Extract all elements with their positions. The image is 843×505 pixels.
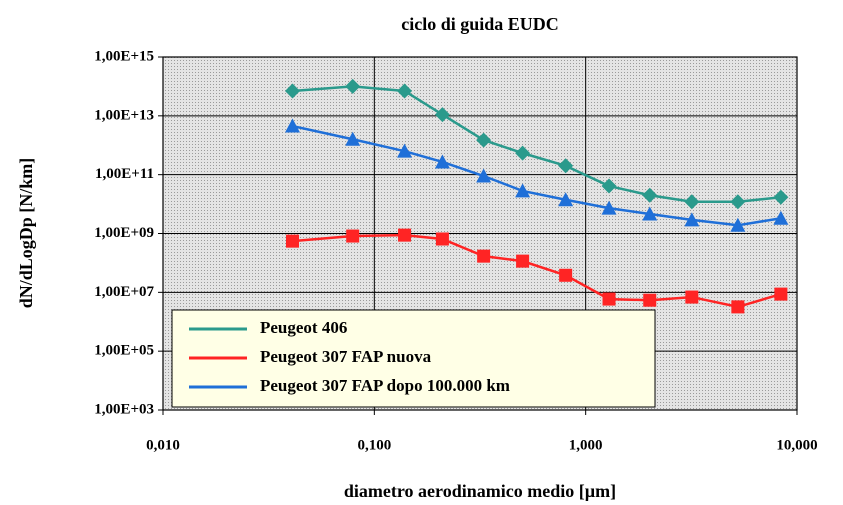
y-tick-label: 1,00E+13 [94, 107, 154, 123]
marker [558, 192, 574, 207]
marker [286, 234, 300, 248]
series-line [292, 124, 782, 227]
y-tick-label: 1,00E+03 [94, 401, 154, 417]
marker [642, 187, 658, 203]
marker [684, 212, 700, 227]
plot-border [162, 56, 798, 411]
y-tick-label: 1,00E+09 [94, 225, 154, 241]
marker [642, 206, 658, 221]
x-tick-label: 0,100 [357, 437, 391, 453]
x-tick-label: 0,010 [146, 437, 180, 453]
y-tick-label: 1,00E+05 [94, 343, 154, 359]
marker [684, 194, 700, 210]
marker [435, 232, 449, 246]
marker [346, 229, 360, 243]
marker [515, 145, 531, 161]
marker [515, 183, 531, 198]
y-axis-label: dN/dLogDp [N/km] [16, 158, 36, 309]
marker [559, 268, 573, 282]
marker [773, 210, 789, 225]
marker [285, 118, 301, 133]
marker [773, 189, 789, 205]
marker [285, 83, 301, 99]
marker [397, 83, 413, 99]
marker [730, 217, 746, 232]
legend-label: Peugeot 307 FAP nuova [260, 347, 432, 366]
marker [434, 107, 450, 123]
marker [476, 168, 492, 183]
marker [477, 249, 491, 263]
marker [558, 158, 574, 174]
legend-box [171, 309, 656, 408]
legend-label: Peugeot 307 FAP dopo 100.000 km [260, 376, 510, 395]
marker [516, 254, 530, 268]
legend-label: Peugeot 406 [260, 318, 347, 337]
series-line [292, 85, 782, 204]
marker [345, 131, 361, 146]
series-line [292, 233, 782, 309]
marker [602, 292, 616, 306]
marker [643, 293, 657, 307]
marker [397, 143, 413, 158]
marker [774, 287, 788, 301]
x-tick-label: 10,000 [776, 437, 817, 453]
marker [601, 200, 617, 215]
marker [685, 290, 699, 304]
marker [601, 178, 617, 194]
marker [398, 228, 412, 242]
chart-title: ciclo di guida EUDC [401, 14, 559, 34]
x-axis-label: diametro aerodinamico medio [µm] [344, 481, 616, 501]
y-tick-label: 1,00E+11 [95, 166, 154, 182]
marker [434, 154, 450, 169]
marker [476, 132, 492, 148]
x-tick-label: 1,000 [569, 437, 603, 453]
y-tick-label: 1,00E+15 [94, 48, 154, 64]
y-tick-label: 1,00E+07 [94, 284, 154, 300]
marker [730, 194, 746, 210]
marker [731, 300, 745, 314]
marker [345, 78, 361, 94]
